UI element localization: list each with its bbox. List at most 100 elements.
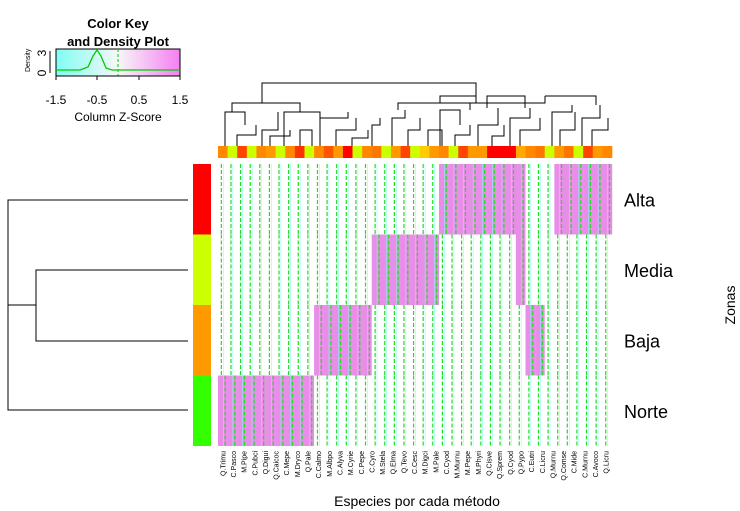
column-label: M.Albpo <box>327 451 334 477</box>
heatmap-cell <box>439 234 449 305</box>
heatmap-cell <box>583 164 593 235</box>
heatmap-cell <box>458 234 469 305</box>
column-label: Q.Pypo <box>519 451 526 474</box>
column-color-cell <box>458 146 469 158</box>
heatmap-cell <box>400 305 411 376</box>
heatmap-cell <box>525 164 536 235</box>
heatmap-cell <box>506 234 517 305</box>
color-key-xtick-2: -0.5 <box>87 93 108 107</box>
heatmap-cell <box>515 234 526 305</box>
heatmap-cell <box>448 375 459 446</box>
column-label: M.Pipe <box>242 451 249 473</box>
heatmap-cell <box>554 375 565 446</box>
column-label: M.Digci <box>423 451 430 475</box>
heatmap-cell <box>554 234 565 305</box>
heatmap-cell <box>477 234 488 305</box>
column-color-cell <box>583 146 594 158</box>
heatmap-cell <box>439 164 449 235</box>
column-label: M.Pale <box>433 451 440 473</box>
column-label: Q.Trimu <box>220 451 227 476</box>
column-color-cell <box>602 146 613 158</box>
column-label: Q.Digui <box>263 451 270 475</box>
heatmap-cell <box>573 234 584 305</box>
row-labels: Alta Media Baja Norte <box>624 190 674 422</box>
heatmap-cell <box>227 234 238 305</box>
heatmap-cell <box>410 234 421 305</box>
heatmap-cell <box>352 234 363 305</box>
heatmap-cell <box>256 164 267 235</box>
column-label: C.Avoco <box>593 451 600 477</box>
column-label: Q.Elma <box>391 451 398 474</box>
heatmap-cell <box>342 164 353 235</box>
column-label: C.Cyro <box>369 451 376 473</box>
heatmap-cell <box>419 234 430 305</box>
heatmap-cell <box>237 234 248 305</box>
heatmap-cell <box>506 375 517 446</box>
heatmap-cell <box>390 375 401 446</box>
heatmap-cell <box>285 305 296 376</box>
heatmap-cell <box>218 305 228 376</box>
column-color-cell <box>381 146 392 158</box>
column-label: C.Murnu <box>582 451 589 478</box>
heatmap-cell <box>285 164 296 235</box>
heatmap-cell <box>592 234 603 305</box>
heatmap-cell <box>429 164 440 235</box>
heatmap-cell <box>602 164 613 235</box>
heatmap-cell <box>256 305 267 376</box>
column-color-cell <box>448 146 459 158</box>
column-color-cell <box>429 146 440 158</box>
color-key-xlabel: Column Z-Score <box>74 110 162 124</box>
column-label: C.Licru <box>540 451 547 473</box>
column-color-cell <box>266 146 276 158</box>
heatmap-cell <box>333 305 344 376</box>
heatmap-cell <box>323 375 334 446</box>
heatmap-cell <box>583 375 593 446</box>
x-axis-title: Especies por cada método <box>334 493 500 509</box>
column-color-cell <box>285 146 296 158</box>
heatmap-cell <box>535 305 545 376</box>
heatmap-cell <box>323 234 334 305</box>
heatmap-cell <box>506 164 517 235</box>
color-key-density-curve <box>56 48 180 71</box>
column-color-cell <box>294 146 305 158</box>
heatmap-cell <box>314 375 324 446</box>
heatmap-cell <box>448 164 459 235</box>
heatmap-cell <box>573 305 584 376</box>
column-color-cell <box>467 146 478 158</box>
row-label-norte: Norte <box>624 402 668 422</box>
column-label: C.Pasco <box>231 451 238 478</box>
heatmap-cell <box>352 375 363 446</box>
heatmap-cell <box>275 234 286 305</box>
heatmap-cell <box>535 234 545 305</box>
heatmap-cell <box>237 375 248 446</box>
heatmap-cell <box>323 164 334 235</box>
heatmap-cell <box>544 234 555 305</box>
heatmap-cell <box>352 305 363 376</box>
column-color-cell <box>304 146 315 158</box>
column-label: Q.Licru <box>604 451 611 474</box>
heatmap-cell <box>583 305 593 376</box>
color-key-title-line1: Color Key <box>87 16 149 31</box>
color-key-xtick-1: -1.5 <box>46 93 67 107</box>
heatmap-cell <box>515 305 526 376</box>
heatmap-cell <box>477 164 488 235</box>
heatmap-cell <box>266 375 276 446</box>
heatmap-cell <box>218 375 228 446</box>
heatmap-cell <box>467 164 478 235</box>
heatmap-cell <box>487 375 497 446</box>
heatmap-body <box>218 164 613 446</box>
column-label: Q.Cisve <box>487 451 494 476</box>
heatmap-cell <box>448 234 459 305</box>
heatmap-cell <box>218 234 228 305</box>
heatmap-cell <box>496 305 507 376</box>
heatmap-cell <box>439 375 449 446</box>
heatmap-cell <box>573 375 584 446</box>
column-label: C.Cyod <box>444 451 451 474</box>
heatmap-cell <box>467 305 478 376</box>
heatmap-cell <box>323 305 334 376</box>
heatmap-cell <box>342 234 353 305</box>
heatmap-cell <box>477 305 488 376</box>
heatmap-cell <box>304 305 315 376</box>
column-color-cell <box>314 146 325 158</box>
